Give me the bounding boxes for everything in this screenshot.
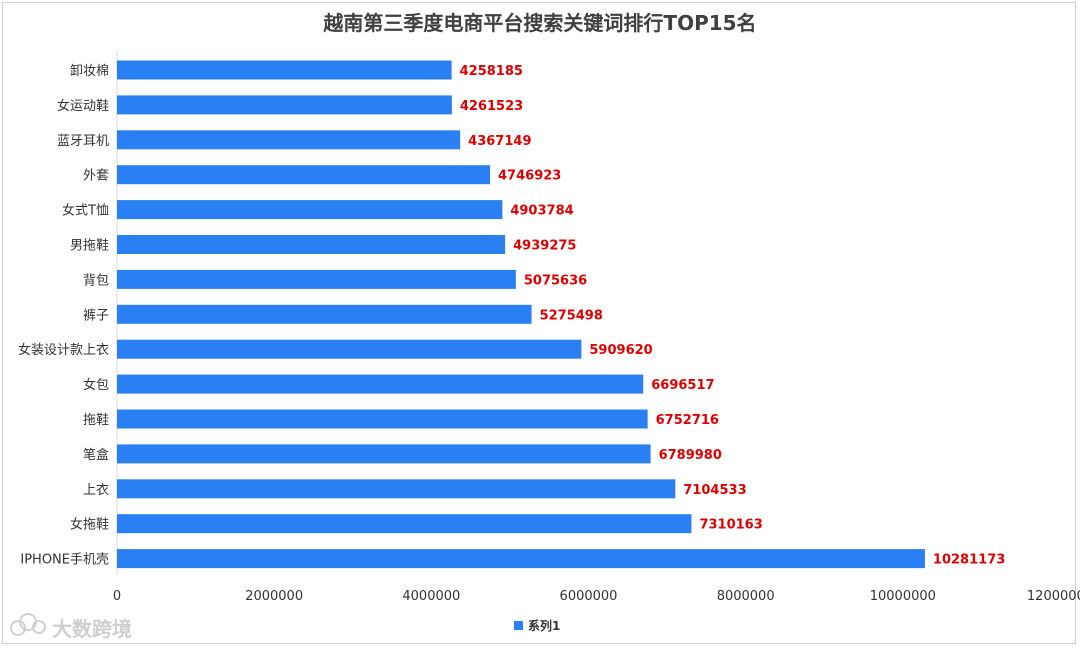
data-labels: 4258185 4261523 4367149 4746923 4903784 49392… (460, 64, 1006, 568)
bar[interactable] (117, 269, 516, 289)
bar[interactable] (117, 514, 692, 534)
data-label: 5075636 (524, 273, 587, 288)
x-tick-label: 8000000 (717, 589, 775, 604)
bar[interactable] (117, 60, 452, 80)
category-label: 女拖鞋 (70, 517, 109, 533)
watermark-text: 大数跨境 (52, 617, 132, 641)
data-label: 7310163 (699, 518, 762, 533)
chart-title: 越南第三季度电商平台搜索关键词排行TOP15名 (322, 11, 756, 35)
bar[interactable] (117, 95, 452, 115)
bar[interactable] (117, 374, 644, 394)
bar[interactable] (117, 479, 676, 499)
bar[interactable] (117, 339, 582, 359)
data-label: 4258185 (460, 64, 523, 79)
category-label: 上衣 (83, 482, 109, 498)
bars (117, 60, 925, 569)
category-label: 裤子 (83, 308, 109, 323)
bar[interactable] (117, 235, 506, 254)
cloud-logo-icon (10, 613, 46, 636)
x-tick-label: 6000000 (560, 589, 618, 604)
category-label: 女运动鞋 (57, 98, 109, 114)
category-label: 外套 (83, 168, 109, 184)
data-label: 6752716 (656, 413, 719, 428)
data-label: 10281173 (933, 553, 1005, 568)
data-label: 4261523 (460, 99, 523, 114)
x-tick-label: 10000000 (870, 589, 936, 604)
category-label: 男拖鞋 (70, 238, 109, 254)
data-label: 4367149 (468, 134, 531, 149)
data-label: 5275498 (540, 308, 603, 323)
data-label: 6789980 (659, 448, 722, 463)
watermark: 大数跨境 (10, 613, 132, 641)
data-label: 6696517 (651, 378, 714, 393)
category-label: 女式T恤 (62, 203, 109, 219)
bar[interactable] (117, 409, 648, 429)
legend-label: 系列1 (528, 618, 560, 633)
category-label: 卸妆棉 (70, 63, 109, 79)
bar[interactable] (117, 304, 532, 324)
bar[interactable] (117, 444, 651, 464)
legend[interactable]: 系列1 (514, 618, 560, 633)
category-label: 蓝牙耳机 (57, 134, 109, 149)
bar[interactable] (117, 165, 491, 185)
bar[interactable] (117, 130, 461, 150)
category-label: IPHONE手机壳 (20, 553, 109, 568)
x-tick-label: 0 (113, 589, 121, 604)
data-label: 5909620 (589, 343, 652, 358)
category-label: 女包 (83, 377, 109, 393)
x-tick-label: 12000000 (1027, 589, 1080, 604)
bar[interactable] (117, 549, 925, 569)
data-label: 4746923 (498, 169, 561, 184)
x-tick-labels: 0 2000000 4000000 6000000 8000000 10000000 120… (113, 589, 1080, 604)
x-tick-label: 2000000 (245, 589, 303, 604)
data-label: 4903784 (510, 204, 573, 219)
data-label: 4939275 (513, 239, 576, 254)
category-label: 女装设计款上衣 (18, 342, 109, 358)
data-label: 7104533 (683, 483, 746, 498)
x-tick-label: 4000000 (402, 589, 460, 604)
category-label: 笔盒 (83, 447, 109, 463)
category-label: 背包 (83, 273, 109, 288)
category-label: 拖鞋 (83, 412, 109, 428)
category-labels: 卸妆棉女运动鞋蓝牙耳机外套女式T恤男拖鞋背包裤子女装设计款上衣女包拖鞋笔盒上衣女… (18, 63, 109, 568)
bar[interactable] (117, 200, 503, 220)
legend-swatch (514, 621, 523, 630)
